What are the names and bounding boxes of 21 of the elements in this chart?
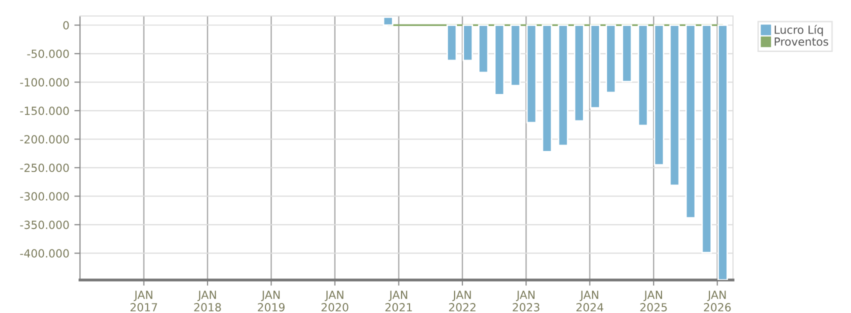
y-tick-label: -100.000: [20, 78, 69, 87]
y-tick-label: -400.000: [20, 249, 69, 258]
y-tick-label: 0: [63, 21, 69, 30]
legend-label: Proventos: [774, 38, 828, 46]
x-tick-label: JAN 2025: [640, 290, 667, 312]
x-tick-label: JAN 2022: [449, 290, 476, 312]
x-tick-label: JAN 2021: [385, 290, 412, 312]
y-tick-label: -250.000: [20, 164, 69, 172]
x-tick-label: JAN 2026: [704, 290, 731, 312]
y-tick-label: -300.000: [20, 192, 69, 201]
y-tick-label: -350.000: [20, 220, 69, 230]
x-tick-label: JAN 2020: [322, 290, 348, 312]
x-tick-label: JAN 2017: [130, 290, 158, 312]
y-tick-label: -50.000: [27, 50, 69, 58]
x-tick-label: JAN 2018: [194, 290, 221, 312]
x-tick-label: JAN 2024: [576, 290, 604, 312]
y-tick-label: -150.000: [20, 106, 69, 116]
x-tick-label: JAN 2023: [512, 290, 540, 312]
legend-label: Lucro Líq: [774, 24, 823, 36]
y-tick-label: -200.000: [20, 135, 69, 144]
x-tick-label: JAN 2019: [258, 290, 285, 312]
